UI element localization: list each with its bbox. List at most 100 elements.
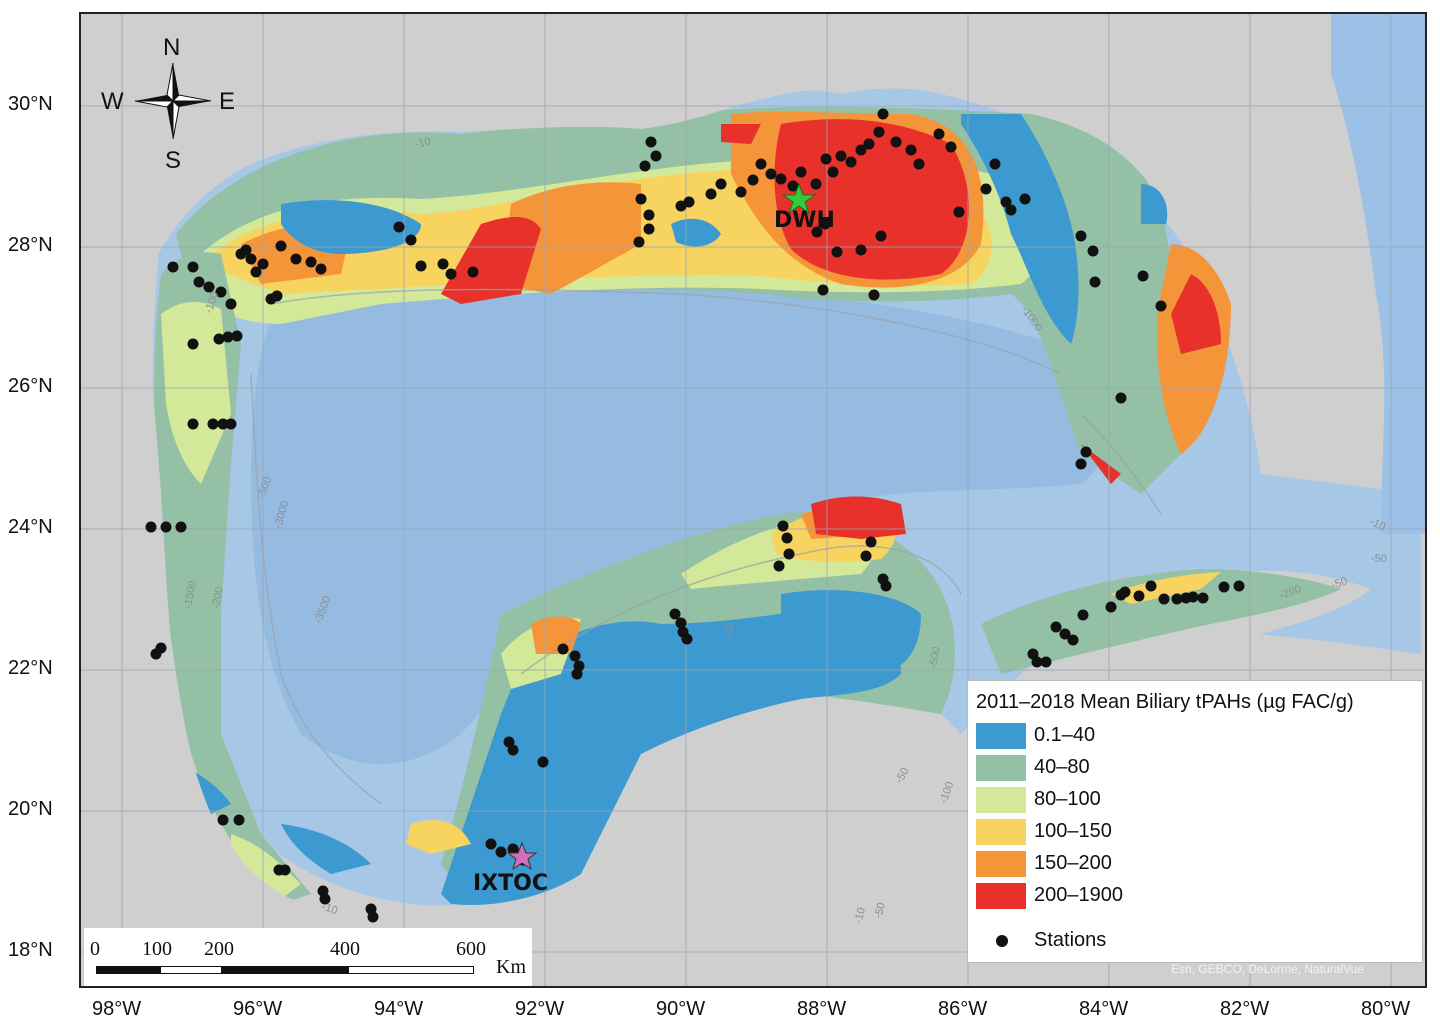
station-marker[interactable] bbox=[279, 864, 291, 876]
station-marker[interactable] bbox=[845, 156, 857, 168]
station-marker[interactable] bbox=[233, 814, 245, 826]
station-marker[interactable] bbox=[650, 150, 662, 162]
station-marker[interactable] bbox=[1133, 590, 1145, 602]
station-marker[interactable] bbox=[1105, 601, 1117, 613]
station-marker[interactable] bbox=[245, 253, 257, 265]
station-marker[interactable] bbox=[217, 814, 229, 826]
station-marker[interactable] bbox=[877, 108, 889, 120]
station-marker[interactable] bbox=[1067, 634, 1079, 646]
station-marker[interactable] bbox=[1089, 276, 1101, 288]
station-marker[interactable] bbox=[215, 286, 227, 298]
station-marker[interactable] bbox=[639, 160, 651, 172]
station-marker[interactable] bbox=[1155, 300, 1167, 312]
station-marker[interactable] bbox=[213, 333, 225, 345]
station-marker[interactable] bbox=[868, 289, 880, 301]
station-marker[interactable] bbox=[873, 126, 885, 138]
station-marker[interactable] bbox=[187, 261, 199, 273]
station-marker[interactable] bbox=[437, 258, 449, 270]
station-marker[interactable] bbox=[635, 193, 647, 205]
station-marker[interactable] bbox=[1115, 392, 1127, 404]
station-marker[interactable] bbox=[315, 263, 327, 275]
station-marker[interactable] bbox=[683, 196, 695, 208]
station-marker[interactable] bbox=[645, 136, 657, 148]
station-marker[interactable] bbox=[819, 218, 831, 230]
station-marker[interactable] bbox=[643, 209, 655, 221]
station-marker[interactable] bbox=[145, 521, 157, 533]
station-marker[interactable] bbox=[855, 144, 867, 156]
station-marker[interactable] bbox=[835, 150, 847, 162]
station-marker[interactable] bbox=[1171, 593, 1183, 605]
station-marker[interactable] bbox=[811, 226, 823, 238]
station-marker[interactable] bbox=[203, 281, 215, 293]
station-marker[interactable] bbox=[913, 158, 925, 170]
station-marker[interactable] bbox=[1075, 458, 1087, 470]
station-marker[interactable] bbox=[275, 240, 287, 252]
station-marker[interactable] bbox=[953, 206, 965, 218]
station-marker[interactable] bbox=[271, 290, 283, 302]
dwh-star-icon[interactable] bbox=[781, 182, 817, 215]
station-marker[interactable] bbox=[415, 260, 427, 272]
station-marker[interactable] bbox=[250, 266, 262, 278]
station-marker[interactable] bbox=[781, 532, 793, 544]
station-marker[interactable] bbox=[980, 183, 992, 195]
station-marker[interactable] bbox=[222, 331, 234, 343]
station-marker[interactable] bbox=[537, 756, 549, 768]
station-marker[interactable] bbox=[305, 256, 317, 268]
station-marker[interactable] bbox=[1197, 592, 1209, 604]
station-marker[interactable] bbox=[1080, 446, 1092, 458]
station-marker[interactable] bbox=[485, 838, 497, 850]
station-marker[interactable] bbox=[1119, 586, 1131, 598]
station-marker[interactable] bbox=[875, 230, 887, 242]
station-marker[interactable] bbox=[240, 244, 252, 256]
station-marker[interactable] bbox=[787, 180, 799, 192]
station-marker[interactable] bbox=[827, 166, 839, 178]
station-marker[interactable] bbox=[231, 330, 243, 342]
station-marker[interactable] bbox=[225, 298, 237, 310]
station-marker[interactable] bbox=[810, 178, 822, 190]
station-marker[interactable] bbox=[777, 520, 789, 532]
station-marker[interactable] bbox=[765, 168, 777, 180]
station-marker[interactable] bbox=[1031, 656, 1043, 668]
station-marker[interactable] bbox=[820, 153, 832, 165]
station-marker[interactable] bbox=[571, 668, 583, 680]
station-marker[interactable] bbox=[715, 178, 727, 190]
station-marker[interactable] bbox=[831, 246, 843, 258]
station-marker[interactable] bbox=[175, 521, 187, 533]
station-marker[interactable] bbox=[167, 261, 179, 273]
station-marker[interactable] bbox=[1218, 581, 1230, 593]
station-marker[interactable] bbox=[783, 548, 795, 560]
station-marker[interactable] bbox=[467, 266, 479, 278]
station-marker[interactable] bbox=[863, 138, 875, 150]
station-marker[interactable] bbox=[735, 186, 747, 198]
station-marker[interactable] bbox=[1187, 591, 1199, 603]
station-marker[interactable] bbox=[1005, 204, 1017, 216]
station-marker[interactable] bbox=[1087, 245, 1099, 257]
station-marker[interactable] bbox=[1233, 580, 1245, 592]
station-marker[interactable] bbox=[795, 166, 807, 178]
station-marker[interactable] bbox=[367, 911, 379, 923]
station-marker[interactable] bbox=[989, 158, 1001, 170]
station-marker[interactable] bbox=[445, 268, 457, 280]
station-marker[interactable] bbox=[1040, 656, 1052, 668]
ixtoc-star-icon[interactable] bbox=[506, 841, 538, 871]
station-marker[interactable] bbox=[890, 136, 902, 148]
station-marker[interactable] bbox=[257, 258, 269, 270]
station-marker[interactable] bbox=[747, 174, 759, 186]
station-marker[interactable] bbox=[495, 846, 507, 858]
station-marker[interactable] bbox=[150, 648, 162, 660]
station-marker[interactable] bbox=[945, 141, 957, 153]
station-marker[interactable] bbox=[1145, 580, 1157, 592]
station-marker[interactable] bbox=[187, 418, 199, 430]
station-marker[interactable] bbox=[669, 608, 681, 620]
station-marker[interactable] bbox=[405, 234, 417, 246]
station-marker[interactable] bbox=[860, 550, 872, 562]
station-marker[interactable] bbox=[1000, 196, 1012, 208]
station-marker[interactable] bbox=[160, 521, 172, 533]
station-marker[interactable] bbox=[557, 643, 569, 655]
station-marker[interactable] bbox=[319, 893, 331, 905]
station-marker[interactable] bbox=[1075, 230, 1087, 242]
station-marker[interactable] bbox=[643, 223, 655, 235]
station-marker[interactable] bbox=[633, 236, 645, 248]
station-marker[interactable] bbox=[865, 536, 877, 548]
station-marker[interactable] bbox=[705, 188, 717, 200]
